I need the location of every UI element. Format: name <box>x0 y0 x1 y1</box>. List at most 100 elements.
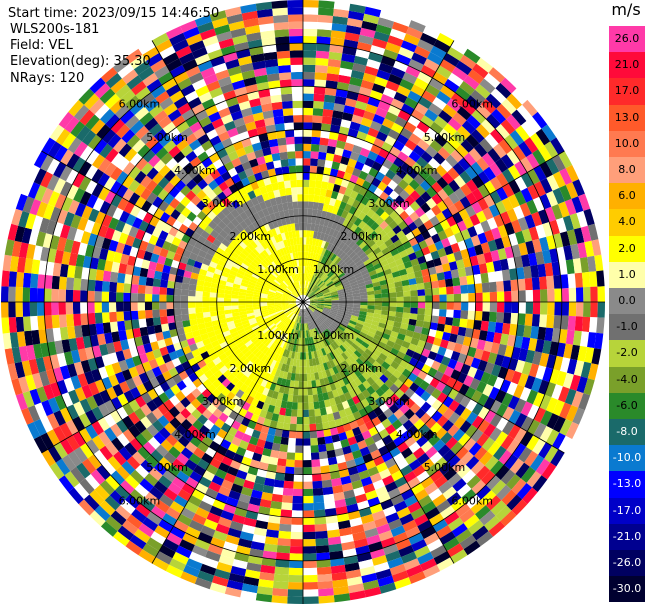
radar-gate <box>359 308 368 313</box>
radar-gate <box>303 373 308 382</box>
radar-gate <box>125 474 140 489</box>
radar-gate <box>215 234 225 243</box>
radar-gate <box>357 374 367 384</box>
radar-gate <box>46 174 60 191</box>
radar-gate <box>70 240 81 255</box>
radar-gate <box>44 274 53 289</box>
radar-gate <box>461 469 476 484</box>
radar-gate <box>360 514 375 525</box>
radar-gate <box>186 337 196 346</box>
radar-gate <box>253 327 261 334</box>
radar-gate <box>191 205 202 216</box>
radar-gate <box>446 543 464 558</box>
radar-gate <box>198 424 210 436</box>
radar-gate <box>444 511 460 526</box>
range-ring-label: 5.00km <box>146 131 188 144</box>
radar-gate <box>210 169 221 180</box>
radar-gate <box>280 272 287 280</box>
radar-gate <box>201 195 212 206</box>
radar-gate <box>417 551 434 565</box>
radar-gate <box>325 80 338 89</box>
radar-gate <box>332 484 344 494</box>
radar-gate <box>46 413 60 430</box>
radar-gate <box>317 299 325 302</box>
radar-gate <box>303 165 311 173</box>
radar-gate <box>384 356 394 366</box>
radar-gate <box>334 280 342 286</box>
radar-gate <box>311 216 317 224</box>
radar-gate <box>146 537 163 552</box>
radar-gate <box>173 519 189 533</box>
radar-gate <box>323 428 332 437</box>
radar-gate <box>275 291 283 296</box>
radar-gate <box>362 380 371 390</box>
radar-gate <box>205 446 217 458</box>
radar-gate <box>241 417 251 427</box>
radar-gate <box>214 175 225 186</box>
radar-gate <box>298 316 301 324</box>
radar-gate <box>281 296 290 299</box>
radar-gate <box>420 151 433 164</box>
radar-gate <box>294 315 298 323</box>
radar-gate <box>206 80 221 92</box>
radar-gate <box>118 330 128 341</box>
radar-gate <box>0 302 9 318</box>
radar-gate <box>492 260 502 272</box>
radar-gate <box>432 302 440 310</box>
radar-gate <box>379 220 389 230</box>
radar-gate <box>317 14 334 24</box>
radar-gate <box>370 45 386 56</box>
radar-gate <box>506 494 523 511</box>
radar-gate <box>381 332 391 340</box>
radar-gate <box>241 278 250 285</box>
radar-gate <box>215 264 225 272</box>
radar-gate <box>501 197 514 212</box>
radar-gate <box>379 318 388 325</box>
radar-gate <box>298 222 303 231</box>
radar-gate <box>500 469 516 485</box>
radar-gate <box>233 476 246 487</box>
radar-gate <box>220 83 235 94</box>
radar-gate <box>383 543 399 555</box>
radar-gate <box>428 328 437 338</box>
radar-gate <box>44 315 53 330</box>
radar-gate <box>459 395 472 408</box>
radar-gate <box>195 296 203 302</box>
radar-gate <box>575 287 584 302</box>
radar-gate <box>129 54 147 70</box>
radar-gate <box>213 251 222 260</box>
radar-gate <box>45 261 55 276</box>
radar-gate <box>337 133 348 143</box>
radar-gate <box>304 280 307 288</box>
radar-gate <box>293 329 297 338</box>
radar-gate <box>170 526 186 540</box>
radar-gate <box>354 433 365 443</box>
radar-gate <box>292 93 303 101</box>
radar-gate <box>197 322 206 330</box>
radar-gate <box>205 487 219 500</box>
radar-gate <box>94 505 111 522</box>
radar-gate <box>381 418 392 429</box>
radar-gate <box>33 343 43 359</box>
radar-gate <box>556 217 567 234</box>
radar-gate <box>198 268 208 276</box>
radar-gate <box>73 313 82 327</box>
radar-gate <box>188 343 198 352</box>
radar-gate <box>278 144 288 153</box>
radar-gate <box>177 513 192 527</box>
radar-gate <box>539 193 552 210</box>
radar-gate <box>267 302 275 304</box>
radar-gate <box>438 128 453 142</box>
radar-gate <box>497 343 507 356</box>
radar-gate <box>304 316 307 324</box>
radar-gate <box>58 111 74 129</box>
radar-gate <box>318 444 327 453</box>
radar-gate <box>240 486 253 497</box>
radar-gate <box>271 0 288 9</box>
radar-gate <box>436 200 448 212</box>
radar-gate <box>337 520 351 530</box>
radar-gate <box>345 238 353 247</box>
radar-gate <box>159 45 176 60</box>
radar-gate <box>351 449 363 460</box>
radar-gate <box>53 145 68 162</box>
